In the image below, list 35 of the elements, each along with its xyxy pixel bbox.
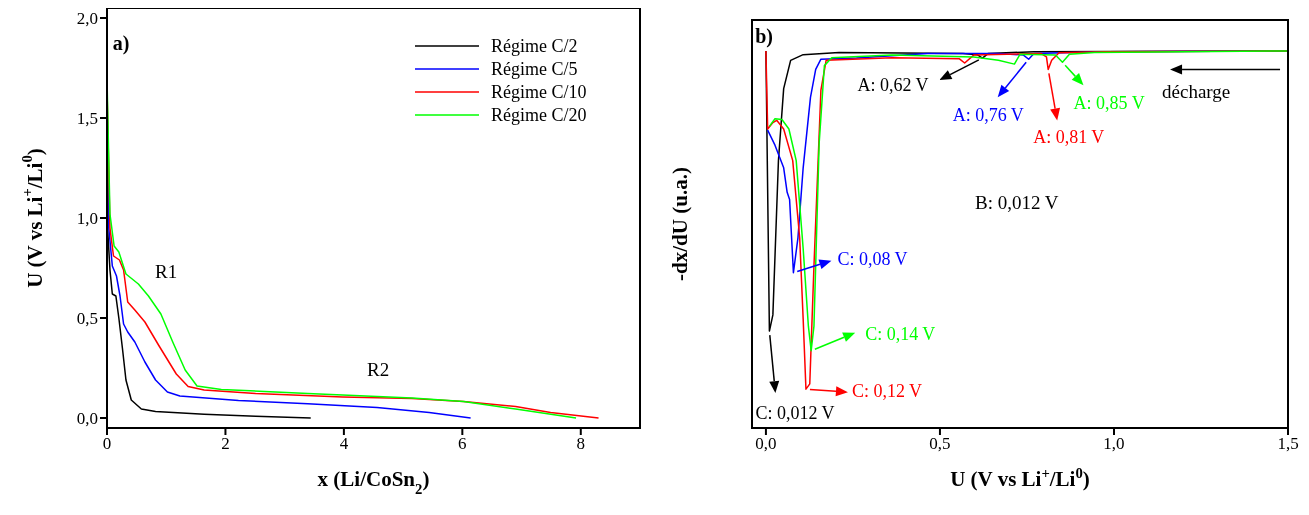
legend-label: Régime C/2: [491, 36, 578, 56]
annotation: a): [112, 32, 130, 55]
y-tick-label: 1,5: [76, 109, 98, 129]
x-tick-label: 1,5: [1277, 434, 1299, 454]
annotation: R1: [154, 261, 178, 283]
annotation: R2: [367, 359, 390, 381]
y-tick-label: 1,0: [76, 209, 98, 229]
legend-label: Régime C/10: [491, 82, 587, 102]
x-axis-title: U (V vs Li$^{+}$/Li$^{0}$): [950, 465, 1090, 491]
x-tick-label: 0: [102, 434, 112, 454]
x-tick-label: 6: [458, 434, 467, 454]
annotation: C: 0,14 V: [865, 323, 936, 344]
legend-label: Régime C/20: [491, 105, 587, 125]
y-tick-label: 0,0: [76, 409, 98, 429]
x-axis-title: x (Li/CoSn$_{2}$): [317, 467, 430, 497]
y-axis-title: -dx/dU (u.a.): [668, 167, 692, 281]
x-tick-label: 1,0: [1103, 434, 1125, 454]
annotation: C: 0,08 V: [837, 248, 908, 269]
annotation: A: 0,76 V: [952, 105, 1024, 126]
y-tick-label: 0,5: [76, 309, 98, 329]
x-tick-label: 0,5: [929, 434, 951, 454]
annotation: B: 0,012 V: [974, 192, 1059, 214]
legend-label: Régime C/5: [491, 59, 578, 79]
annotation: A: 0,85 V: [1073, 93, 1145, 114]
annotation: décharge: [1162, 80, 1231, 102]
x-tick-label: 0,0: [755, 434, 777, 454]
annotation: C: 0,12 V: [851, 381, 923, 402]
annotation: A: 0,62 V: [857, 75, 929, 96]
x-tick-label: 8: [576, 434, 586, 454]
annotation: C: 0,012 V: [755, 403, 835, 424]
x-tick-label: 4: [339, 434, 349, 454]
annotation: A: 0,81 V: [1033, 127, 1105, 148]
text: b): [755, 25, 774, 49]
x-tick-label: 2: [221, 434, 230, 454]
y-tick-label: 2,0: [76, 9, 98, 29]
